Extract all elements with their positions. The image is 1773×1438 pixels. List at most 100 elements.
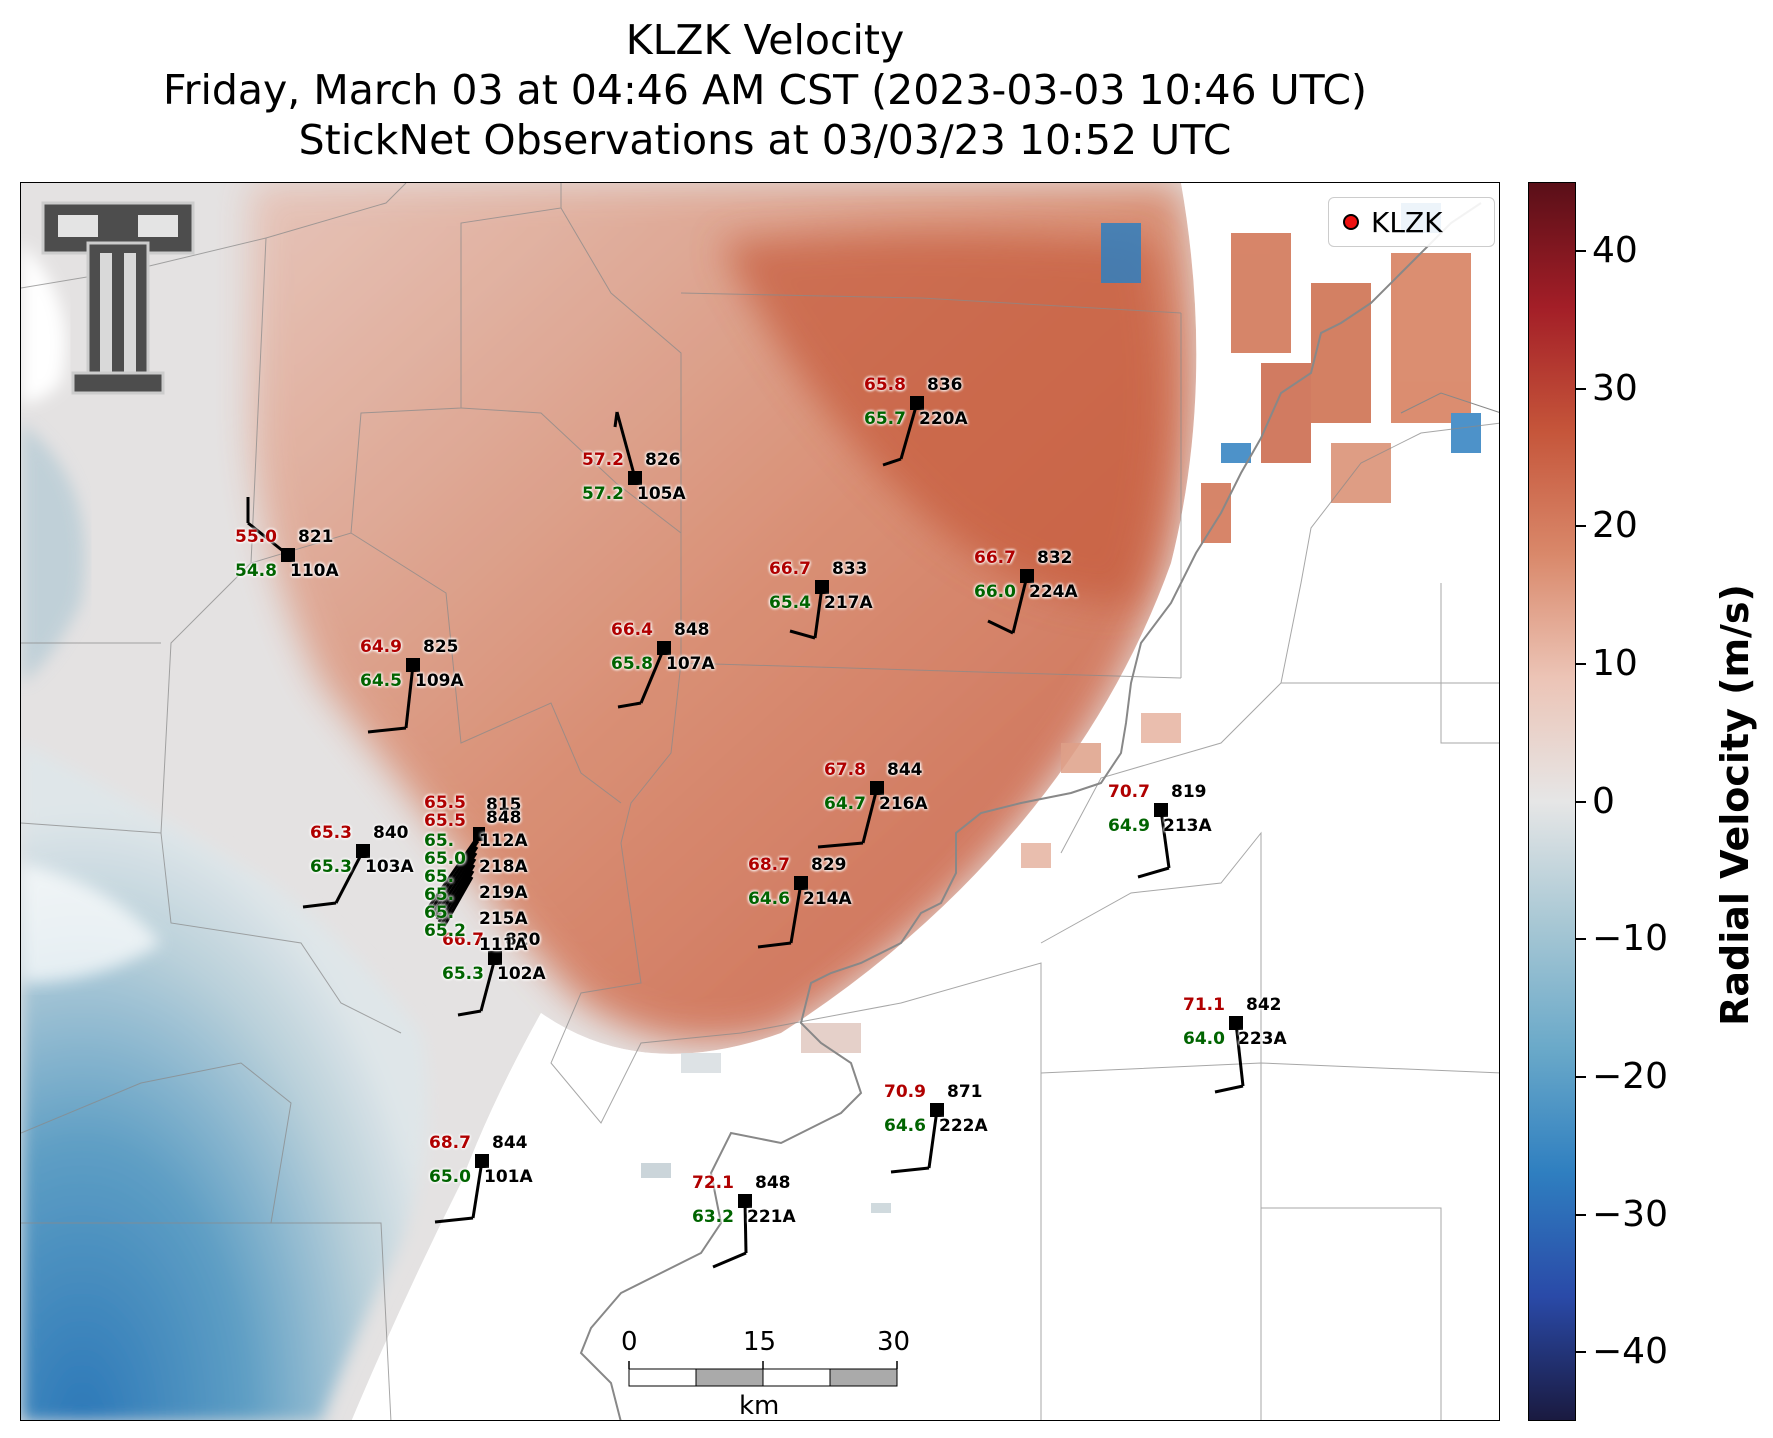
station-temperature: 65.3 [310, 823, 352, 843]
wind-barb-flag [613, 411, 619, 428]
station-dewpoint: 65.3 [442, 964, 484, 984]
station-marker[interactable] [356, 844, 370, 858]
wind-barb-staff [437, 864, 476, 923]
station-pressure: 836 [927, 375, 963, 395]
station-marker[interactable] [657, 641, 671, 655]
station-dewpoint: 64.0 [1183, 1029, 1225, 1049]
wind-barb-flag [987, 619, 1014, 635]
station-pressure: 832 [1037, 548, 1073, 568]
station-marker[interactable] [488, 951, 502, 965]
station-marker[interactable] [406, 658, 420, 672]
wind-barb-flag [434, 1216, 474, 1224]
station-markers [281, 396, 1243, 1208]
wind-barb-staff [427, 834, 481, 908]
station-dewpoint: 66.0 [974, 582, 1016, 602]
colorbar-tick-mark [1576, 938, 1586, 941]
colorbar-title: Radial Velocity (m/s) [1713, 584, 1757, 1026]
wind-barb-staff [441, 876, 474, 929]
colorbar-tick-mark [1576, 800, 1586, 803]
wind-barb-flag [757, 941, 792, 949]
station-id: 102A [497, 964, 546, 984]
station-temperature: 70.9 [884, 1082, 926, 1102]
station-pressure: 819 [1171, 782, 1207, 802]
station-dewpoint: 64.5 [360, 671, 402, 691]
station-temperature: 66.7 [769, 559, 811, 579]
station-temperature: 67.8 [824, 760, 866, 780]
station-temperature: 66.7 [974, 548, 1016, 568]
station-dewpoint: 64.7 [824, 794, 866, 814]
wind-barb-flag [367, 726, 407, 734]
wind-barb-flag [890, 1166, 930, 1174]
station-pressure: 829 [811, 855, 847, 875]
station-temperature: 68.7 [429, 1133, 471, 1153]
cluster-dewpoint: 65.2 [424, 921, 466, 941]
station-marker[interactable] [1229, 1016, 1243, 1030]
wind-barb-flag [817, 841, 864, 849]
station-marker[interactable] [475, 1154, 489, 1168]
cluster-id: 215A [479, 909, 528, 929]
wind-barb-flag [302, 901, 337, 909]
station-marker[interactable] [910, 396, 924, 410]
station-marker[interactable] [1154, 803, 1168, 817]
colorbar-tick-label: −40 [1592, 1331, 1668, 1373]
cluster-pressure: 815 [486, 795, 522, 815]
colorbar-tick-label: 40 [1592, 229, 1638, 271]
scale-bar [628, 1361, 898, 1387]
wind-barb-staff [789, 882, 803, 944]
state-boundary-fragment [1400, 392, 1499, 414]
colorbar-tick-label: −30 [1592, 1193, 1668, 1235]
station-dewpoint: 65.7 [864, 409, 906, 429]
station-dewpoint: 65.8 [611, 654, 653, 674]
station-dewpoint: 65.0 [429, 1167, 471, 1187]
station-pressure: 821 [298, 527, 334, 547]
chart-subtitle-obs: StickNet Observations at 03/03/23 10:52 … [298, 116, 1232, 164]
station-temperature: 57.2 [582, 450, 624, 470]
cluster-id: 219A [479, 883, 528, 903]
wind-barb-staff [615, 411, 637, 479]
station-dewpoint: 65.4 [769, 593, 811, 613]
station-pressure: 848 [755, 1173, 791, 1193]
station-marker[interactable] [815, 580, 829, 594]
wind-barb-staff [479, 957, 497, 1012]
station-marker-cluster[interactable] [473, 827, 485, 841]
wind-barb-staff [927, 1109, 939, 1169]
wind-barb-flag [1214, 1084, 1244, 1094]
wind-barb-flag [617, 701, 642, 709]
station-marker[interactable] [628, 471, 642, 485]
station-pressure: 844 [492, 1133, 528, 1153]
station-pressure: 871 [947, 1082, 983, 1102]
chart-subtitle-time: Friday, March 03 at 04:46 AM CST (2023-0… [163, 66, 1367, 114]
cluster-pressure: 848 [486, 808, 522, 828]
radar-map[interactable]: 0 15 30 km KLZK 55.0 821 54.8 110A 57.2 826 57… [20, 182, 1500, 1421]
colorbar-tick-mark [1576, 1213, 1586, 1216]
station-marker[interactable] [281, 548, 295, 562]
cluster-id: 112A [479, 831, 528, 851]
colorbar [1528, 182, 1576, 1421]
station-marker[interactable] [738, 1194, 752, 1208]
station-pressure: 840 [373, 823, 409, 843]
station-marker[interactable] [794, 876, 808, 890]
station-temperature: 65.8 [864, 375, 906, 395]
station-dewpoint: 54.8 [235, 561, 277, 581]
station-marker[interactable] [870, 781, 884, 795]
chart-title: KLZK Velocity [625, 16, 905, 64]
wind-barb-staff [334, 850, 365, 904]
wind-barb-flag [882, 457, 902, 467]
station-pressure: 848 [674, 620, 710, 640]
colorbar-tick-mark [1576, 387, 1586, 390]
scattered-echo-fragments [641, 713, 1181, 1213]
strong-outbound-core [721, 233, 1167, 603]
county-boundaries [21, 183, 1499, 1420]
cluster-dewpoint: 65. [424, 867, 455, 887]
station-temperature: 66.7 [442, 930, 484, 950]
station-marker[interactable] [1020, 569, 1034, 583]
station-dewpoint: 64.6 [884, 1116, 926, 1136]
no-echo-gap-west [21, 863, 161, 983]
wind-barb-flag [457, 1009, 482, 1017]
legend: KLZK [1328, 197, 1495, 247]
station-marker[interactable] [930, 1103, 944, 1117]
cluster-dewpoint: 65. [424, 903, 455, 923]
station-id: 214A [803, 889, 852, 909]
colorbar-tick-label: 0 [1592, 780, 1615, 822]
wind-barbs [246, 402, 1245, 1269]
